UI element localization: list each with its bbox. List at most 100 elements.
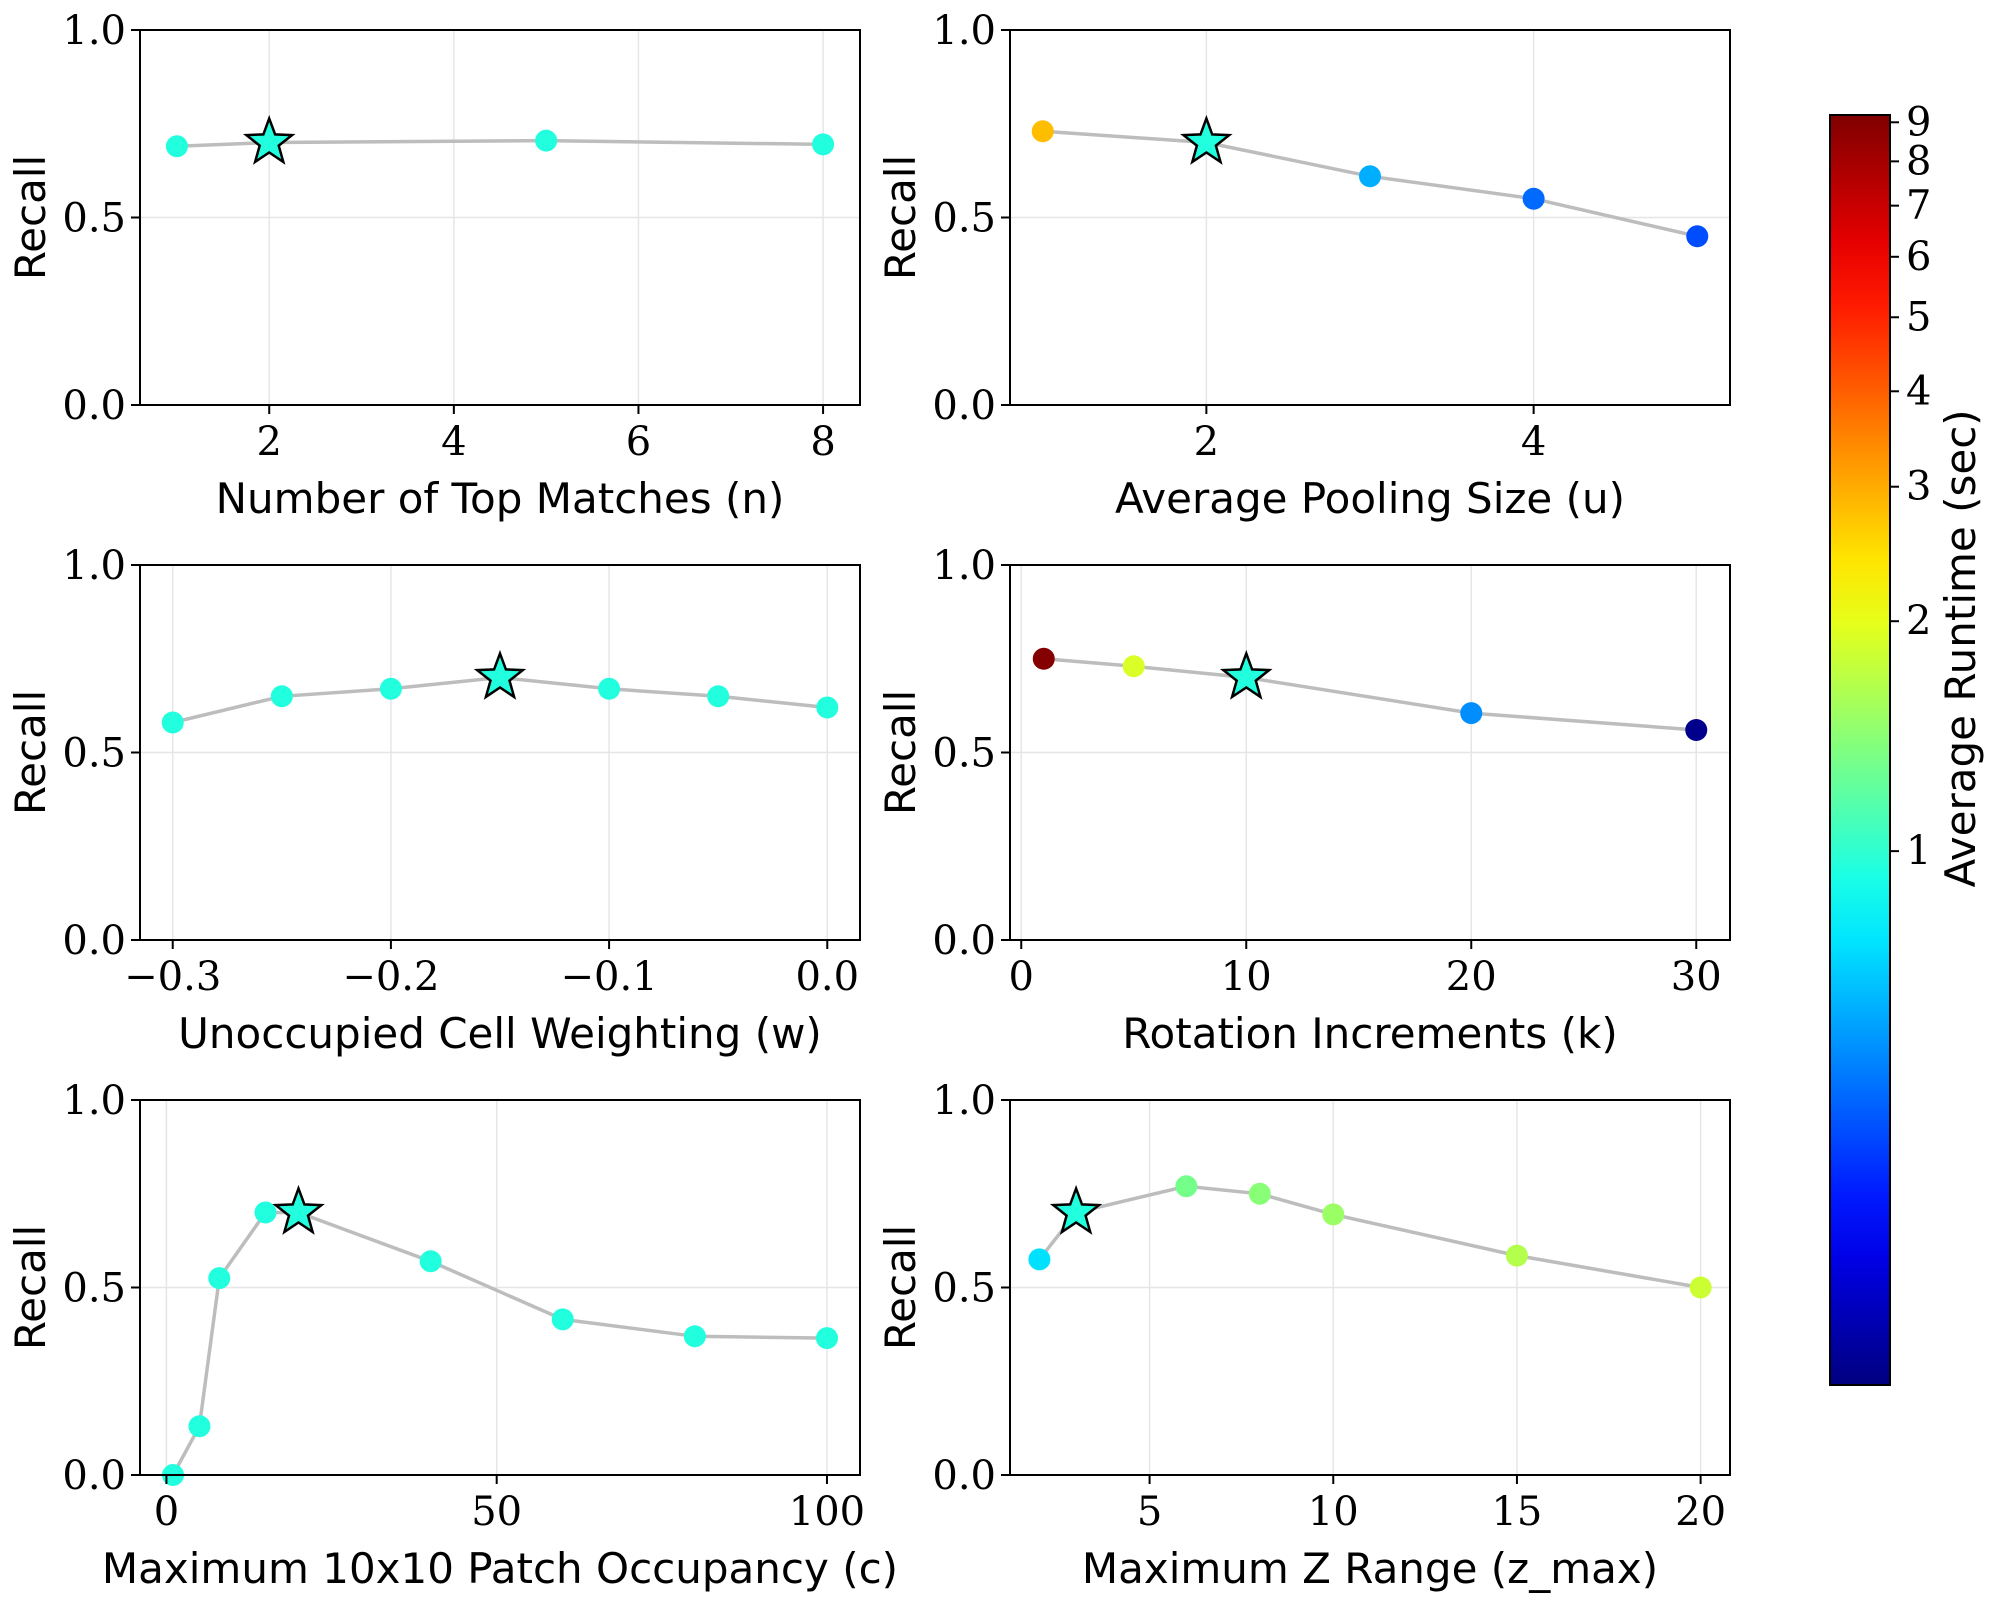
x-tick-label: 0.0 [795,954,859,1000]
data-point [419,1250,442,1273]
subplot-1: 2 4 6 8 0.0 0.5 1.0 Number of Top Matches (n) Re… [6,8,861,523]
data-point [707,685,730,708]
y-axis-label: Recall [6,155,55,280]
series-line [171,1210,828,1476]
y-tick-label: 0.0 [62,1453,126,1499]
subplot-2: 2 4 0.0 0.5 1.0 Average Pooling Size (u) Recal… [876,8,1731,523]
data-point [165,135,188,158]
data-point [1032,647,1055,670]
data-point [379,677,402,700]
colorbar-tick-label: 5 [1906,294,1931,340]
x-axis-label: Maximum Z Range (z_max) [1082,1544,1658,1593]
data-point [683,1325,706,1348]
data-point [161,711,184,734]
x-tick-label: 4 [1521,419,1546,465]
data-point [188,1415,211,1438]
colorbar: 1 2 3 4 5 6 789 Average Runtime (sec) [1829,99,1985,1386]
y-axis-label: Recall [876,690,925,815]
colorbar-tick-label: 7 [1906,183,1931,229]
x-tick-label: 100 [789,1489,865,1535]
series-line [176,138,824,149]
y-tick-label: 0.5 [62,1266,126,1312]
colorbar-tick-label: 1 [1906,828,1931,874]
x-tick-label: 2 [257,419,282,465]
colorbar-tick-label: 3 [1906,464,1931,510]
colorbar-frame [1829,114,1891,1386]
y-tick-label: 0.0 [932,383,996,429]
y-tick-label: 0.5 [932,1266,996,1312]
data-point [1689,1276,1712,1299]
selected-point-star [1219,649,1273,700]
x-tick-label: 4 [441,419,466,465]
y-tick-label: 0.0 [932,918,996,964]
colorbar-tick-label: 6 [1906,234,1931,280]
y-axis-label: Recall [6,690,55,815]
colorbar-tick-label: 4 [1906,368,1931,414]
data-point [1122,655,1145,678]
data-point [208,1267,231,1290]
colorbar-label: Average Runtime (sec) [1936,409,1985,887]
data-point [270,685,293,708]
subplot-5: 0 50 100 0.0 0.5 1.0 Maximum 10x10 Patch Occup… [6,1078,898,1593]
data-point [598,677,621,700]
y-tick-label: 0.5 [62,731,126,777]
y-axis-label: Recall [876,1225,925,1350]
selected-point-star [242,114,296,165]
data-point [1175,1175,1198,1198]
x-tick-label: 15 [1491,1489,1542,1535]
selected-point-star [473,649,527,700]
data-point [1028,1248,1051,1271]
y-tick-label: 0.0 [62,918,126,964]
y-tick-label: 1.0 [62,1078,126,1124]
x-axis-label: Maximum 10x10 Patch Occupancy (c) [102,1544,898,1593]
data-point [1248,1182,1271,1205]
x-tick-label: 5 [1137,1489,1162,1535]
x-tick-label: 10 [1221,954,1272,1000]
y-tick-label: 0.5 [62,196,126,242]
selected-point-star [272,1184,325,1235]
data-point [535,129,558,152]
y-tick-label: 1.0 [932,1078,996,1124]
x-axis-label: Unoccupied Cell Weighting (w) [178,1009,822,1058]
y-axis-label: Recall [6,1225,55,1350]
data-point [1686,225,1709,248]
x-tick-label: 20 [1675,1489,1726,1535]
data-point [1685,719,1708,741]
data-point [551,1308,574,1331]
data-point [816,696,839,719]
y-tick-label: 0.5 [932,196,996,242]
data-point [254,1201,277,1224]
data-point [812,133,835,156]
x-tick-label: 6 [626,419,651,465]
y-tick-label: 0.0 [932,1453,996,1499]
colorbar-tick-label: 9 [1906,99,1931,145]
data-point [1359,165,1381,188]
y-tick-label: 0.0 [62,383,126,429]
x-tick-label: 8 [810,419,835,465]
x-tick-label: 50 [471,1489,522,1535]
x-tick-label: −0.1 [561,954,658,1000]
x-tick-label: 0 [1009,954,1034,1000]
data-point [1031,120,1054,143]
data-point [1322,1203,1345,1226]
x-tick-label: 10 [1308,1489,1359,1535]
series-line [1038,1184,1701,1290]
selected-point-star [1049,1184,1103,1235]
y-tick-label: 1.0 [62,543,126,589]
subplot-4: 0 10 20 30 0.0 0.5 1.0 Rotation Increments (k) R… [876,543,1731,1058]
selected-point-star [1180,114,1233,165]
data-point [1522,187,1545,210]
colorbar-tick-label: 8 [1906,138,1931,184]
x-tick-label: 20 [1446,954,1497,1000]
x-axis-label: Rotation Increments (k) [1122,1009,1617,1058]
x-tick-label: 30 [1671,954,1722,1000]
subplot-6: 5 10 15 20 0.0 0.5 1.0 Maximum Z Range (z_max) R… [876,1078,1731,1593]
x-axis-label: Number of Top Matches (n) [216,474,785,523]
data-point [815,1327,838,1350]
x-axis-label: Average Pooling Size (u) [1115,474,1625,523]
x-tick-label: 0 [154,1489,179,1535]
subplot-3: −0.3 −0.2 −0.1 0.0 0.0 0.5 1.0 Unoccupied Cell … [6,543,861,1058]
y-tick-label: 1.0 [62,8,126,54]
y-tick-label: 0.5 [932,731,996,777]
